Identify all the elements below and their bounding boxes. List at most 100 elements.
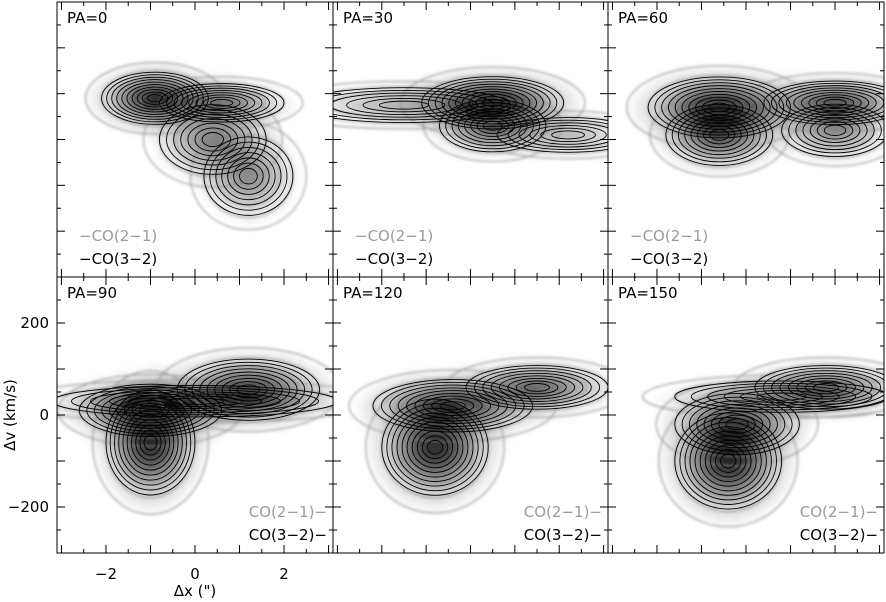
emission-cell (183, 428, 190, 437)
emission-cell (572, 146, 579, 154)
emission-cell (752, 477, 759, 485)
emission-cell (153, 118, 160, 127)
emission-cell (386, 435, 394, 444)
panels-layer: PA=0−CO(2−1)−CO(3−2)PA=30−CO(2−1)−CO(3−2… (56, 1, 885, 554)
emission-cell (111, 118, 118, 127)
emission-cell (812, 394, 819, 402)
emission-cell (219, 380, 226, 388)
co32-contour-line (187, 122, 239, 157)
emission-cell (434, 456, 442, 464)
emission-cell (788, 449, 795, 457)
emission-cell (464, 401, 472, 409)
co32-contour-line (688, 400, 786, 449)
emission-cell (159, 118, 166, 127)
emission-cell (728, 456, 735, 464)
emission-cell (746, 70, 753, 79)
emission-cell (848, 139, 855, 147)
emission-cell (231, 77, 238, 86)
emission-cell (147, 463, 154, 471)
emission-cell (291, 380, 298, 388)
emission-cell (105, 84, 112, 92)
emission-cell (740, 477, 747, 485)
emission-cell (159, 77, 166, 86)
emission-cell (243, 91, 250, 99)
emission-cell (249, 153, 256, 161)
emission-cell (153, 77, 160, 86)
emission-cell (554, 91, 561, 99)
emission-cell (398, 373, 406, 382)
emission-cell (734, 112, 741, 120)
emission-cell (273, 352, 280, 361)
emission-cell (398, 415, 406, 423)
emission-cell (572, 132, 579, 141)
emission-cell (422, 394, 430, 402)
emission-cell (704, 146, 711, 154)
emission-cell (428, 394, 436, 402)
emission-cell (428, 373, 436, 382)
emission-cell (458, 477, 466, 485)
emission-cell (285, 105, 292, 113)
emission-cell (530, 91, 537, 99)
emission-cell (153, 63, 160, 72)
emission-cell (147, 125, 154, 134)
emission-cell (854, 118, 861, 127)
co32-contour-line (166, 397, 224, 405)
emission-cell (704, 477, 711, 485)
emission-cell (99, 449, 106, 457)
emission-cell (800, 373, 807, 382)
emission-cell (590, 132, 597, 141)
emission-cell (560, 394, 567, 402)
x-axis-label: Δx (") (174, 582, 217, 600)
legend-co21: CO(2−1)− (249, 503, 327, 521)
emission-cell (554, 401, 561, 409)
emission-cell (752, 373, 759, 382)
emission-cell (686, 125, 693, 134)
emission-cell (219, 173, 226, 182)
emission-cell (99, 84, 106, 92)
emission-cell (524, 387, 531, 395)
emission-cell (674, 484, 681, 492)
emission-cell (374, 435, 382, 444)
emission-cell (428, 112, 436, 120)
emission-cell (494, 84, 501, 92)
emission-cell (195, 146, 202, 154)
emission-cell (141, 504, 148, 513)
emission-cell (440, 449, 448, 457)
emission-cell (788, 456, 795, 464)
emission-cell (464, 118, 472, 127)
emission-cell (207, 125, 214, 134)
emission-cell (434, 98, 442, 106)
emission-cell (374, 470, 382, 478)
emission-cell (548, 401, 555, 409)
emission-cell (554, 84, 561, 92)
emission-cell (159, 435, 166, 444)
emission-cell (512, 366, 519, 375)
emission-cell (99, 415, 106, 423)
emission-cell (434, 442, 442, 451)
emission-cell (374, 401, 382, 409)
emission-cell (285, 366, 292, 375)
emission-cell (704, 387, 711, 395)
co21-contour-line (784, 86, 884, 120)
emission-cell (105, 415, 112, 423)
emission-cell (159, 153, 166, 161)
emission-cell (518, 98, 525, 106)
co32-contour-line (815, 96, 855, 109)
emission-cell (740, 387, 747, 395)
emission-cell (488, 146, 495, 154)
emission-cell (279, 98, 286, 106)
emission-cell (572, 139, 579, 147)
emission-cell (219, 180, 226, 189)
emission-cell (662, 77, 669, 86)
emission-cell (249, 146, 256, 154)
emission-cell (584, 380, 591, 388)
emission-cell (482, 442, 490, 451)
emission-cell (716, 394, 723, 402)
emission-cell (818, 373, 825, 382)
emission-cell (356, 105, 364, 113)
co32-contour-line (690, 382, 873, 411)
emission-cell (590, 387, 597, 395)
emission-cell (746, 497, 753, 506)
emission-cell (386, 408, 394, 416)
